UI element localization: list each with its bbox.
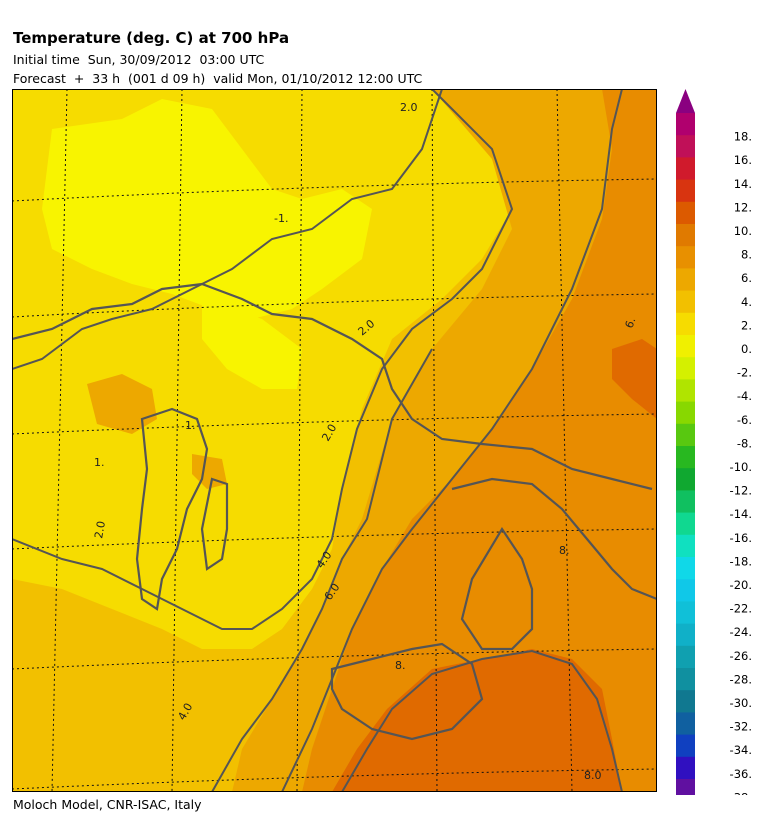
coastlines [12, 282, 657, 741]
colorbar-tick-label: 18. [734, 130, 752, 144]
model-credit: Moloch Model, CNR-ISAC, Italy [13, 797, 202, 812]
colorbar-swatch [676, 312, 695, 336]
colorbar-legend: 18. 16. 14. 12. 10. 8. 6. 4. 2. 0. -2. -4. -6. -8. -10… [676, 89, 752, 795]
chart-title: Temperature (deg. C) at 700 hPa [13, 29, 290, 47]
colorbar-swatch [676, 601, 695, 625]
colorbar-tick-label: 12. [734, 200, 752, 214]
contour-label: 2.0 [92, 520, 108, 539]
colorbar-swatch [676, 579, 695, 602]
contour-label: 1. [185, 419, 196, 432]
colorbar-swatch [676, 734, 695, 758]
colorbar-tick-label: -4. [737, 389, 752, 403]
colorbar-tick-label: -20. [730, 578, 752, 592]
colorbar-swatch [676, 423, 695, 447]
colorbar-tick-label: -12. [730, 484, 752, 498]
colorbar-tick-label: -32. [730, 720, 752, 734]
colorbar-swatch [676, 534, 695, 558]
temperature-band-8-10-east [612, 339, 657, 419]
colorbar-swatch [676, 512, 695, 536]
colorbar-tick-label: -38. [730, 790, 752, 795]
colorbar-swatch [676, 290, 695, 314]
colorbar-swatch [676, 690, 695, 713]
colorbar-swatch [676, 446, 695, 469]
colorbar-tick-label: -30. [730, 696, 752, 710]
colorbar-swatch [676, 335, 695, 358]
colorbar-swatch [676, 246, 695, 269]
colorbar-top-arrow [676, 89, 695, 113]
colorbar-tick-label: 0. [741, 342, 752, 356]
colorbar-swatch [676, 645, 695, 669]
contour-label: 8. [395, 659, 406, 672]
colorbar-swatch [676, 113, 695, 136]
colorbar-swatch [676, 201, 695, 225]
colorbar-swatch [676, 401, 695, 425]
forecast-label: Forecast + 33 h (001 d 09 h) valid Mon, … [13, 71, 423, 86]
colorbar-tick-label: 14. [734, 177, 752, 191]
colorbar-tick-label: 2. [741, 318, 752, 332]
temperature-band-neg2-0 [42, 99, 372, 319]
colorbar-tick-label: -36. [730, 767, 752, 781]
colorbar-swatch [676, 779, 695, 795]
colorbar-tick-label: -2. [737, 366, 752, 380]
colorbar-swatch [676, 157, 695, 181]
temperature-band-neg2-0-patch [202, 299, 302, 389]
temperature-band-6-8 [302, 89, 657, 792]
colorbar-tick-label: 10. [734, 224, 752, 238]
colorbar-swatch [676, 379, 695, 403]
contour-label: -1. [274, 212, 288, 225]
colorbar-tick-label: -24. [730, 625, 752, 639]
colorbar-swatch [676, 623, 695, 647]
colorbar-swatch [676, 756, 695, 780]
colorbar-swatch [676, 557, 695, 580]
contour-label: 8. [559, 544, 570, 557]
colorbar-tick-label: -10. [730, 460, 752, 474]
colorbar-swatch [676, 135, 695, 158]
colorbar-tick-label: -8. [737, 436, 752, 450]
colorbar-tick-label: -14. [730, 507, 752, 521]
colorbar-tick-label: 4. [741, 295, 752, 309]
colorbar-tick-label: 16. [734, 153, 752, 167]
temperature-band-4-6-patch [87, 374, 157, 434]
contour-label: 6. [623, 316, 639, 330]
initial-time-label: Initial time Sun, 30/09/2012 03:00 UTC [13, 52, 265, 67]
colorbar-tick-label: -34. [730, 743, 752, 757]
map-frame [12, 89, 657, 792]
colorbar-tick-label: -16. [730, 531, 752, 545]
temperature-map: 2.0 -1. 1. 2.0 1. 2.0 2.0 4.0 6.0 4.0 8.… [12, 89, 657, 792]
colorbar-swatch [676, 712, 695, 736]
contour-label: 8.0 [584, 769, 602, 782]
contour-label: 1. [94, 456, 105, 469]
colorbar-swatch [676, 490, 695, 514]
temperature-band-8-10 [332, 649, 622, 792]
colorbar-swatch [676, 468, 695, 491]
colorbar-swatch [676, 179, 695, 203]
colorbar-tick-label: -26. [730, 649, 752, 663]
colorbar-swatch [676, 268, 695, 292]
contour-label: 2.0 [400, 101, 418, 114]
colorbar-swatch [676, 224, 695, 247]
colorbar-tick-label: -28. [730, 672, 752, 686]
colorbar-tick-label: 8. [741, 248, 752, 262]
colorbar-tick-label: -18. [730, 554, 752, 568]
colorbar-swatch [676, 668, 695, 691]
colorbar-tick-label: 6. [741, 271, 752, 285]
colorbar-tick-label: -22. [730, 602, 752, 616]
colorbar-swatch [676, 357, 695, 380]
colorbar-tick-label: -6. [737, 413, 752, 427]
